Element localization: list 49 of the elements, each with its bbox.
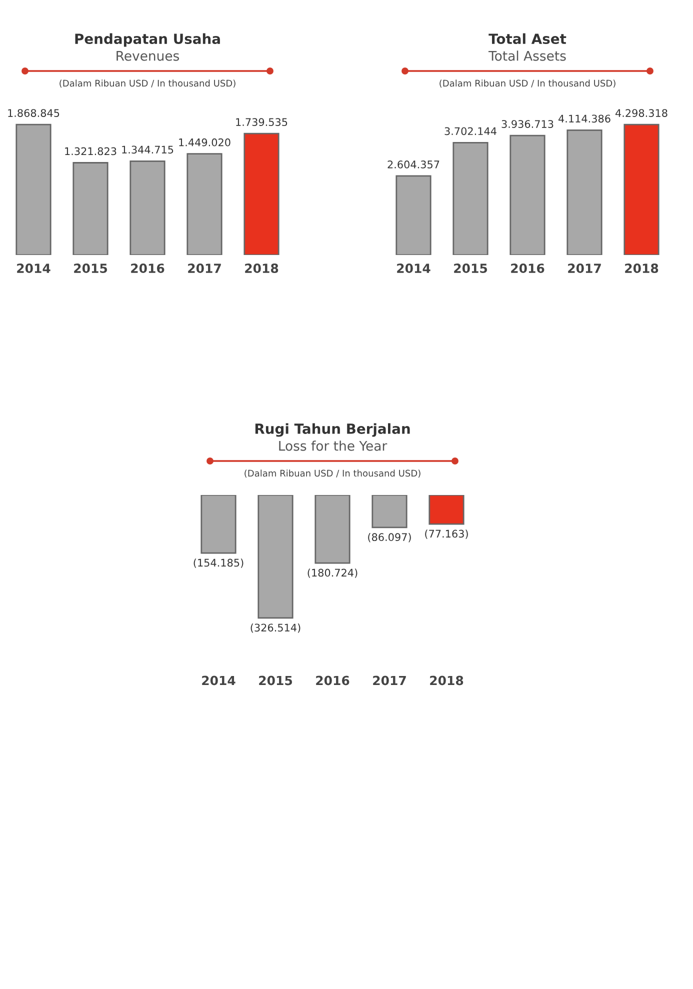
x-tick-label: 2015 (74, 264, 108, 274)
text: (Dalam Ribuan USD / In thousand USD) (440, 80, 616, 88)
text: (Dalam Ribuan USD / In thousand USD) (60, 80, 236, 88)
x-tick-label: 2014 (17, 264, 50, 274)
data-label: 4.298.318 (616, 109, 668, 117)
x-tick-label: 2018 (625, 264, 658, 274)
bar (452, 142, 488, 255)
bar (130, 160, 166, 255)
bar (16, 124, 52, 255)
chart-title: Pendapatan Usaha (75, 33, 220, 47)
bar (186, 153, 222, 255)
x-tick-label: 2017 (188, 264, 221, 274)
x-tick-label: 2015 (259, 676, 292, 686)
x-tick-label: 2016 (316, 676, 350, 686)
bar (624, 124, 660, 255)
data-label: 1.344.715 (122, 146, 174, 154)
data-label: (154.185) (194, 558, 244, 568)
chart-subtitle: Total Assets (488, 50, 566, 61)
data-label: 1.449.020 (179, 138, 230, 146)
data-label: 3.936.713 (502, 120, 554, 128)
x-tick-label: 2018 (245, 264, 278, 274)
data-label: 2.604.357 (388, 160, 440, 168)
x-tick-label: 2017 (373, 676, 406, 686)
bar (244, 132, 280, 255)
bar (396, 175, 432, 255)
x-tick-label: 2016 (131, 264, 164, 274)
x-tick-label: 2017 (568, 264, 601, 274)
data-label: (77.163) (425, 530, 468, 539)
data-label: (180.724) (308, 568, 358, 578)
data-label: (86.097) (368, 532, 411, 542)
bar (72, 162, 108, 255)
x-tick-label: 2014 (202, 676, 236, 686)
data-label: 1.739.535 (236, 118, 288, 126)
chart-subtitle: Loss for the Year (279, 440, 388, 451)
bar (510, 134, 546, 255)
chart-title: Rugi Tahun Berjalan (255, 423, 410, 437)
data-label: 1.321.823 (65, 147, 116, 156)
x-tick-label: 2015 (454, 264, 488, 274)
data-label: 1.868.845 (8, 109, 60, 117)
chart-title: Total Aset (488, 33, 566, 44)
text: (Dalam Ribuan USD / In thousand USD) (244, 470, 420, 478)
bar (566, 129, 602, 255)
data-label: 3.702.144 (444, 127, 496, 136)
chart-subtitle: Revenues (116, 51, 180, 61)
x-tick-label: 2018 (430, 676, 464, 686)
data-label: (326.514) (250, 624, 300, 633)
x-tick-label: 2016 (511, 264, 544, 274)
data-label: 4.114.386 (558, 114, 610, 123)
x-tick-label: 2014 (397, 264, 430, 274)
